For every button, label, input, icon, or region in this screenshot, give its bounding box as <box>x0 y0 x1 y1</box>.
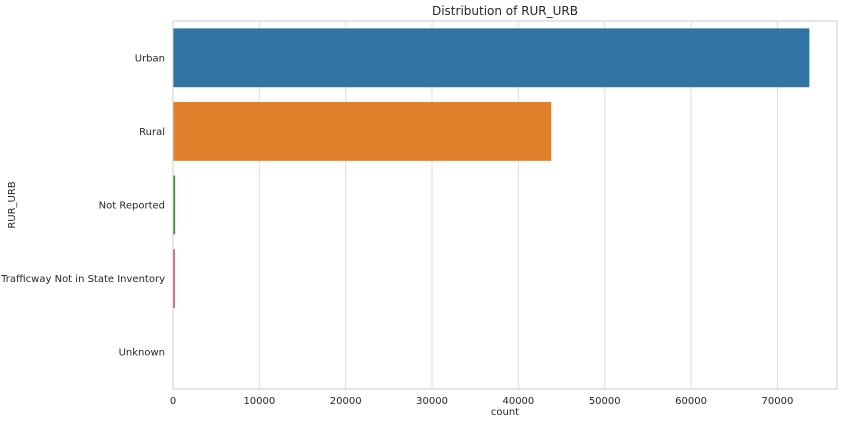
bar-urban <box>173 28 810 88</box>
y-tick-labels: Urban Rural Not Reported Trafficway Not in … <box>0 53 165 358</box>
y-tick-label: Not Reported <box>99 201 165 212</box>
x-tick-label: 50000 <box>589 396 621 407</box>
x-tick-label: 10000 <box>243 396 275 407</box>
bar-trafficway-not-in-state-inventory <box>173 249 175 309</box>
bar-not-reported <box>173 175 176 235</box>
y-axis-label: RUR_URB <box>7 181 18 228</box>
x-tick-label: 60000 <box>675 396 707 407</box>
x-axis-label: count <box>491 407 519 418</box>
y-tick-label: Unknown <box>119 348 165 359</box>
chart-title: Distribution of RUR_URB <box>432 4 578 18</box>
bar-rural <box>173 101 552 161</box>
plot-frame <box>172 20 838 390</box>
x-tick-label: 70000 <box>762 396 794 407</box>
x-tick-label: 20000 <box>330 396 362 407</box>
y-tick-label: Urban <box>135 53 165 64</box>
x-tick-labels: 0 10000 20000 30000 40000 50000 60000 70000 <box>170 396 794 407</box>
y-tick-label: Rural <box>139 127 165 138</box>
y-tick-label: Trafficway Not in State Inventory <box>0 274 165 285</box>
x-tick-label: 40000 <box>502 396 534 407</box>
bars <box>173 28 810 382</box>
x-tick-label: 0 <box>170 396 176 407</box>
x-tick-label: 30000 <box>416 396 448 407</box>
